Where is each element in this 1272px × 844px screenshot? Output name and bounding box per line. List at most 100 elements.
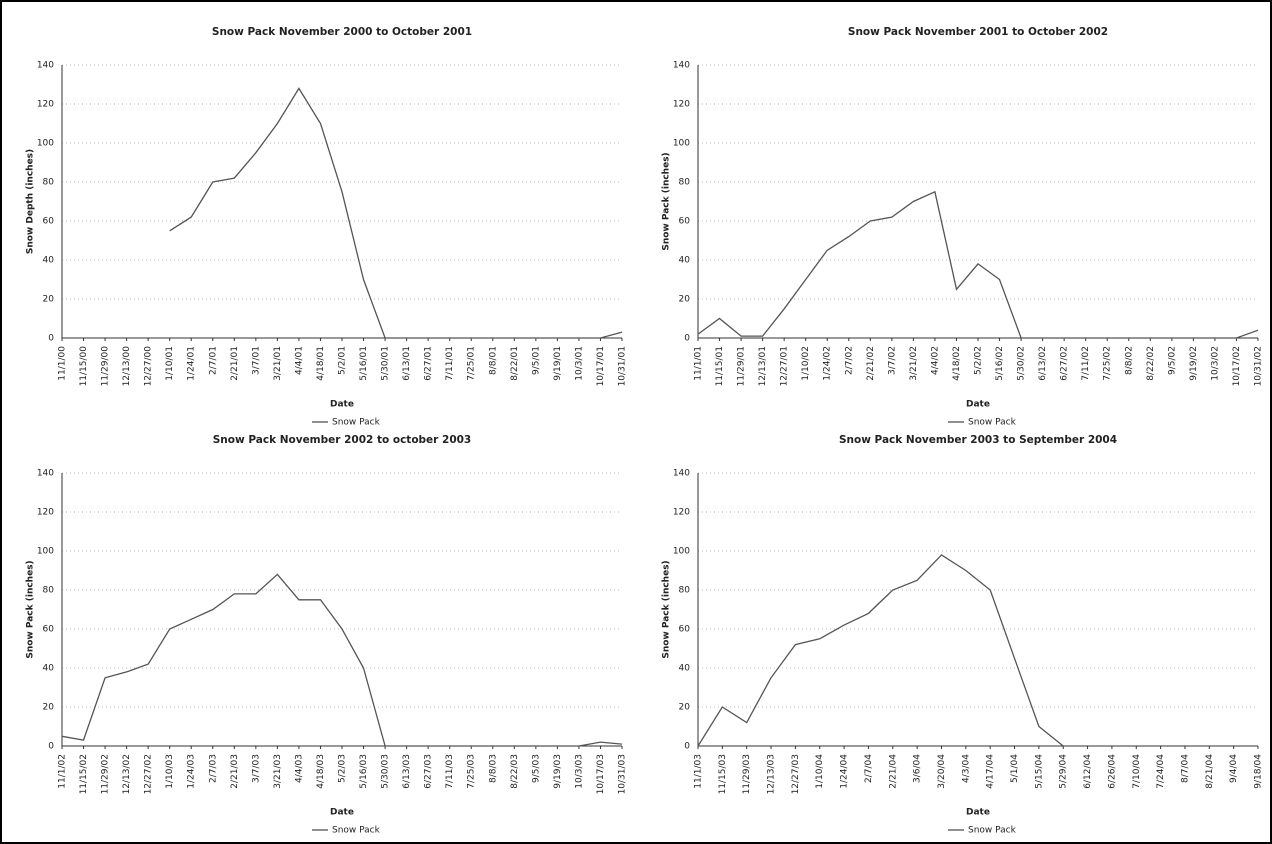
- y-tick-label: 20: [679, 703, 691, 713]
- x-tick-label: 10/31/02: [1254, 346, 1264, 386]
- y-tick-label: 40: [679, 256, 691, 266]
- x-tick-label: 5/16/03: [359, 754, 369, 789]
- x-tick-label: 10/31/03: [618, 754, 628, 794]
- x-tick-label: 3/7/02: [887, 346, 897, 375]
- x-tick-label: 7/10/04: [1132, 754, 1142, 789]
- y-tick-label: 120: [673, 100, 690, 110]
- y-tick-label: 120: [37, 100, 54, 110]
- y-tick-label: 0: [684, 742, 690, 752]
- x-tick-label: 6/13/03: [402, 754, 412, 789]
- y-tick-label: 20: [43, 703, 55, 713]
- y-tick-label: 140: [37, 469, 54, 479]
- x-tick-label: 11/1/03: [694, 754, 704, 789]
- y-tick-label: 0: [48, 334, 54, 344]
- x-tick-label: 1/10/04: [815, 754, 825, 789]
- y-axis-title: Snow Pack (inches): [662, 560, 672, 658]
- y-tick-label: 20: [43, 295, 55, 305]
- x-tick-label: 7/24/04: [1156, 754, 1166, 789]
- x-tick-label: 5/16/02: [995, 346, 1005, 381]
- y-tick-label: 0: [48, 742, 54, 752]
- x-tick-label: 5/2/03: [338, 754, 348, 783]
- x-tick-label: 11/29/03: [742, 754, 752, 794]
- y-tick-label: 120: [37, 508, 54, 518]
- x-tick-label: 6/13/01: [402, 346, 412, 381]
- x-tick-label: 7/25/01: [467, 346, 477, 381]
- x-tick-label: 3/6/04: [913, 754, 923, 783]
- x-tick-label: 1/24/03: [187, 754, 197, 789]
- x-tick-label: 1/24/01: [187, 346, 197, 381]
- x-tick-label: 7/11/02: [1081, 346, 1091, 381]
- x-tick-label: 5/30/03: [381, 754, 391, 789]
- y-tick-label: 40: [43, 256, 55, 266]
- chart-panel: Snow Pack November 2002 to october 2003 0…: [26, 434, 628, 836]
- x-tick-label: 6/27/01: [424, 346, 434, 381]
- y-axis-title: Snow Pack (inches): [26, 560, 36, 658]
- x-tick-label: 12/27/03: [791, 754, 801, 794]
- x-tick-label: 3/7/01: [251, 346, 261, 375]
- x-tick-label: 2/7/04: [864, 754, 874, 783]
- x-tick-label: 3/7/03: [251, 754, 261, 783]
- y-tick-label: 60: [43, 625, 55, 635]
- x-tick-label: 5/16/01: [359, 346, 369, 381]
- x-tick-label: 11/29/00: [101, 346, 111, 387]
- y-tick-label: 80: [43, 586, 55, 596]
- chart-title: Snow Pack November 2003 to September 200…: [839, 434, 1117, 446]
- x-tick-label: 6/13/02: [1038, 346, 1048, 381]
- x-tick-label: 5/15/04: [1034, 754, 1044, 789]
- data-line: [61, 573, 623, 747]
- legend-label: Snow Pack: [968, 418, 1017, 428]
- y-tick-label: 80: [679, 178, 691, 188]
- x-tick-label: 11/1/01: [694, 346, 704, 381]
- x-tick-label: 8/22/02: [1146, 346, 1156, 381]
- x-tick-label: 5/30/01: [381, 346, 391, 381]
- x-tick-label: 1/24/04: [840, 754, 850, 789]
- x-tick-label: 9/19/01: [553, 346, 563, 381]
- x-tick-label: 8/22/01: [510, 346, 520, 381]
- x-tick-label: 5/29/04: [1059, 754, 1069, 789]
- y-tick-label: 20: [679, 295, 691, 305]
- x-tick-label: 9/5/03: [531, 754, 541, 783]
- chart-panel: Snow Pack November 2001 to October 2002 0…: [662, 26, 1264, 428]
- x-tick-label: 8/22/03: [510, 754, 520, 789]
- x-tick-label: 11/29/01: [737, 346, 747, 386]
- x-axis-title: Date: [330, 808, 354, 818]
- x-tick-label: 10/3/01: [574, 346, 584, 381]
- x-tick-label: 2/21/03: [230, 754, 240, 789]
- x-tick-label: 11/15/03: [718, 754, 728, 794]
- x-tick-label: 6/26/04: [1107, 754, 1117, 789]
- x-tick-label: 10/3/02: [1210, 346, 1220, 381]
- x-tick-label: 11/1/00: [58, 346, 68, 381]
- x-tick-label: 7/25/02: [1103, 346, 1113, 381]
- legend-label: Snow Pack: [332, 826, 381, 836]
- x-tick-label: 9/19/02: [1189, 346, 1199, 381]
- x-tick-label: 7/25/03: [467, 754, 477, 789]
- chart-panel: Snow Pack November 2000 to October 2001 0…: [26, 26, 628, 428]
- chart-panel: Snow Pack November 2003 to September 200…: [662, 434, 1264, 836]
- x-tick-label: 9/5/02: [1167, 346, 1177, 375]
- legend-label: Snow Pack: [332, 418, 381, 428]
- data-line: [697, 190, 1259, 339]
- x-tick-label: 4/4/01: [294, 346, 304, 375]
- x-tick-label: 9/5/01: [531, 346, 541, 375]
- x-tick-label: 6/27/03: [424, 754, 434, 789]
- y-tick-label: 60: [43, 217, 55, 227]
- x-tick-label: 11/1/02: [58, 754, 68, 789]
- x-tick-label: 1/24/02: [823, 346, 833, 381]
- x-tick-label: 12/13/00: [122, 346, 132, 387]
- x-tick-label: 10/31/01: [618, 346, 628, 386]
- x-tick-label: 3/21/02: [909, 346, 919, 381]
- x-tick-label: 5/2/02: [974, 346, 984, 375]
- x-tick-label: 12/13/01: [758, 346, 768, 386]
- x-tick-label: 9/4/04: [1229, 754, 1239, 783]
- x-tick-label: 8/8/03: [488, 754, 498, 783]
- x-tick-label: 12/27/02: [144, 754, 154, 794]
- x-tick-label: 7/11/01: [445, 346, 455, 381]
- x-tick-label: 3/21/01: [273, 346, 283, 381]
- x-tick-label: 2/7/01: [208, 346, 218, 375]
- y-tick-label: 100: [37, 139, 54, 149]
- data-line: [697, 554, 1064, 747]
- x-tick-label: 5/2/01: [338, 346, 348, 375]
- x-tick-label: 4/18/03: [316, 754, 326, 789]
- y-axis-title: Snow Depth (inches): [26, 149, 36, 254]
